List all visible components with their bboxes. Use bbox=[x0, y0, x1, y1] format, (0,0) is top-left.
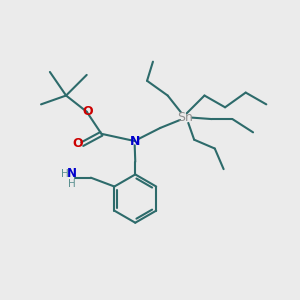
Text: O: O bbox=[83, 105, 94, 118]
Text: O: O bbox=[73, 137, 83, 150]
Text: H: H bbox=[61, 169, 69, 179]
Text: N: N bbox=[130, 135, 140, 148]
Text: Sn: Sn bbox=[177, 111, 193, 124]
Text: H: H bbox=[68, 179, 76, 190]
Text: N: N bbox=[67, 167, 77, 180]
